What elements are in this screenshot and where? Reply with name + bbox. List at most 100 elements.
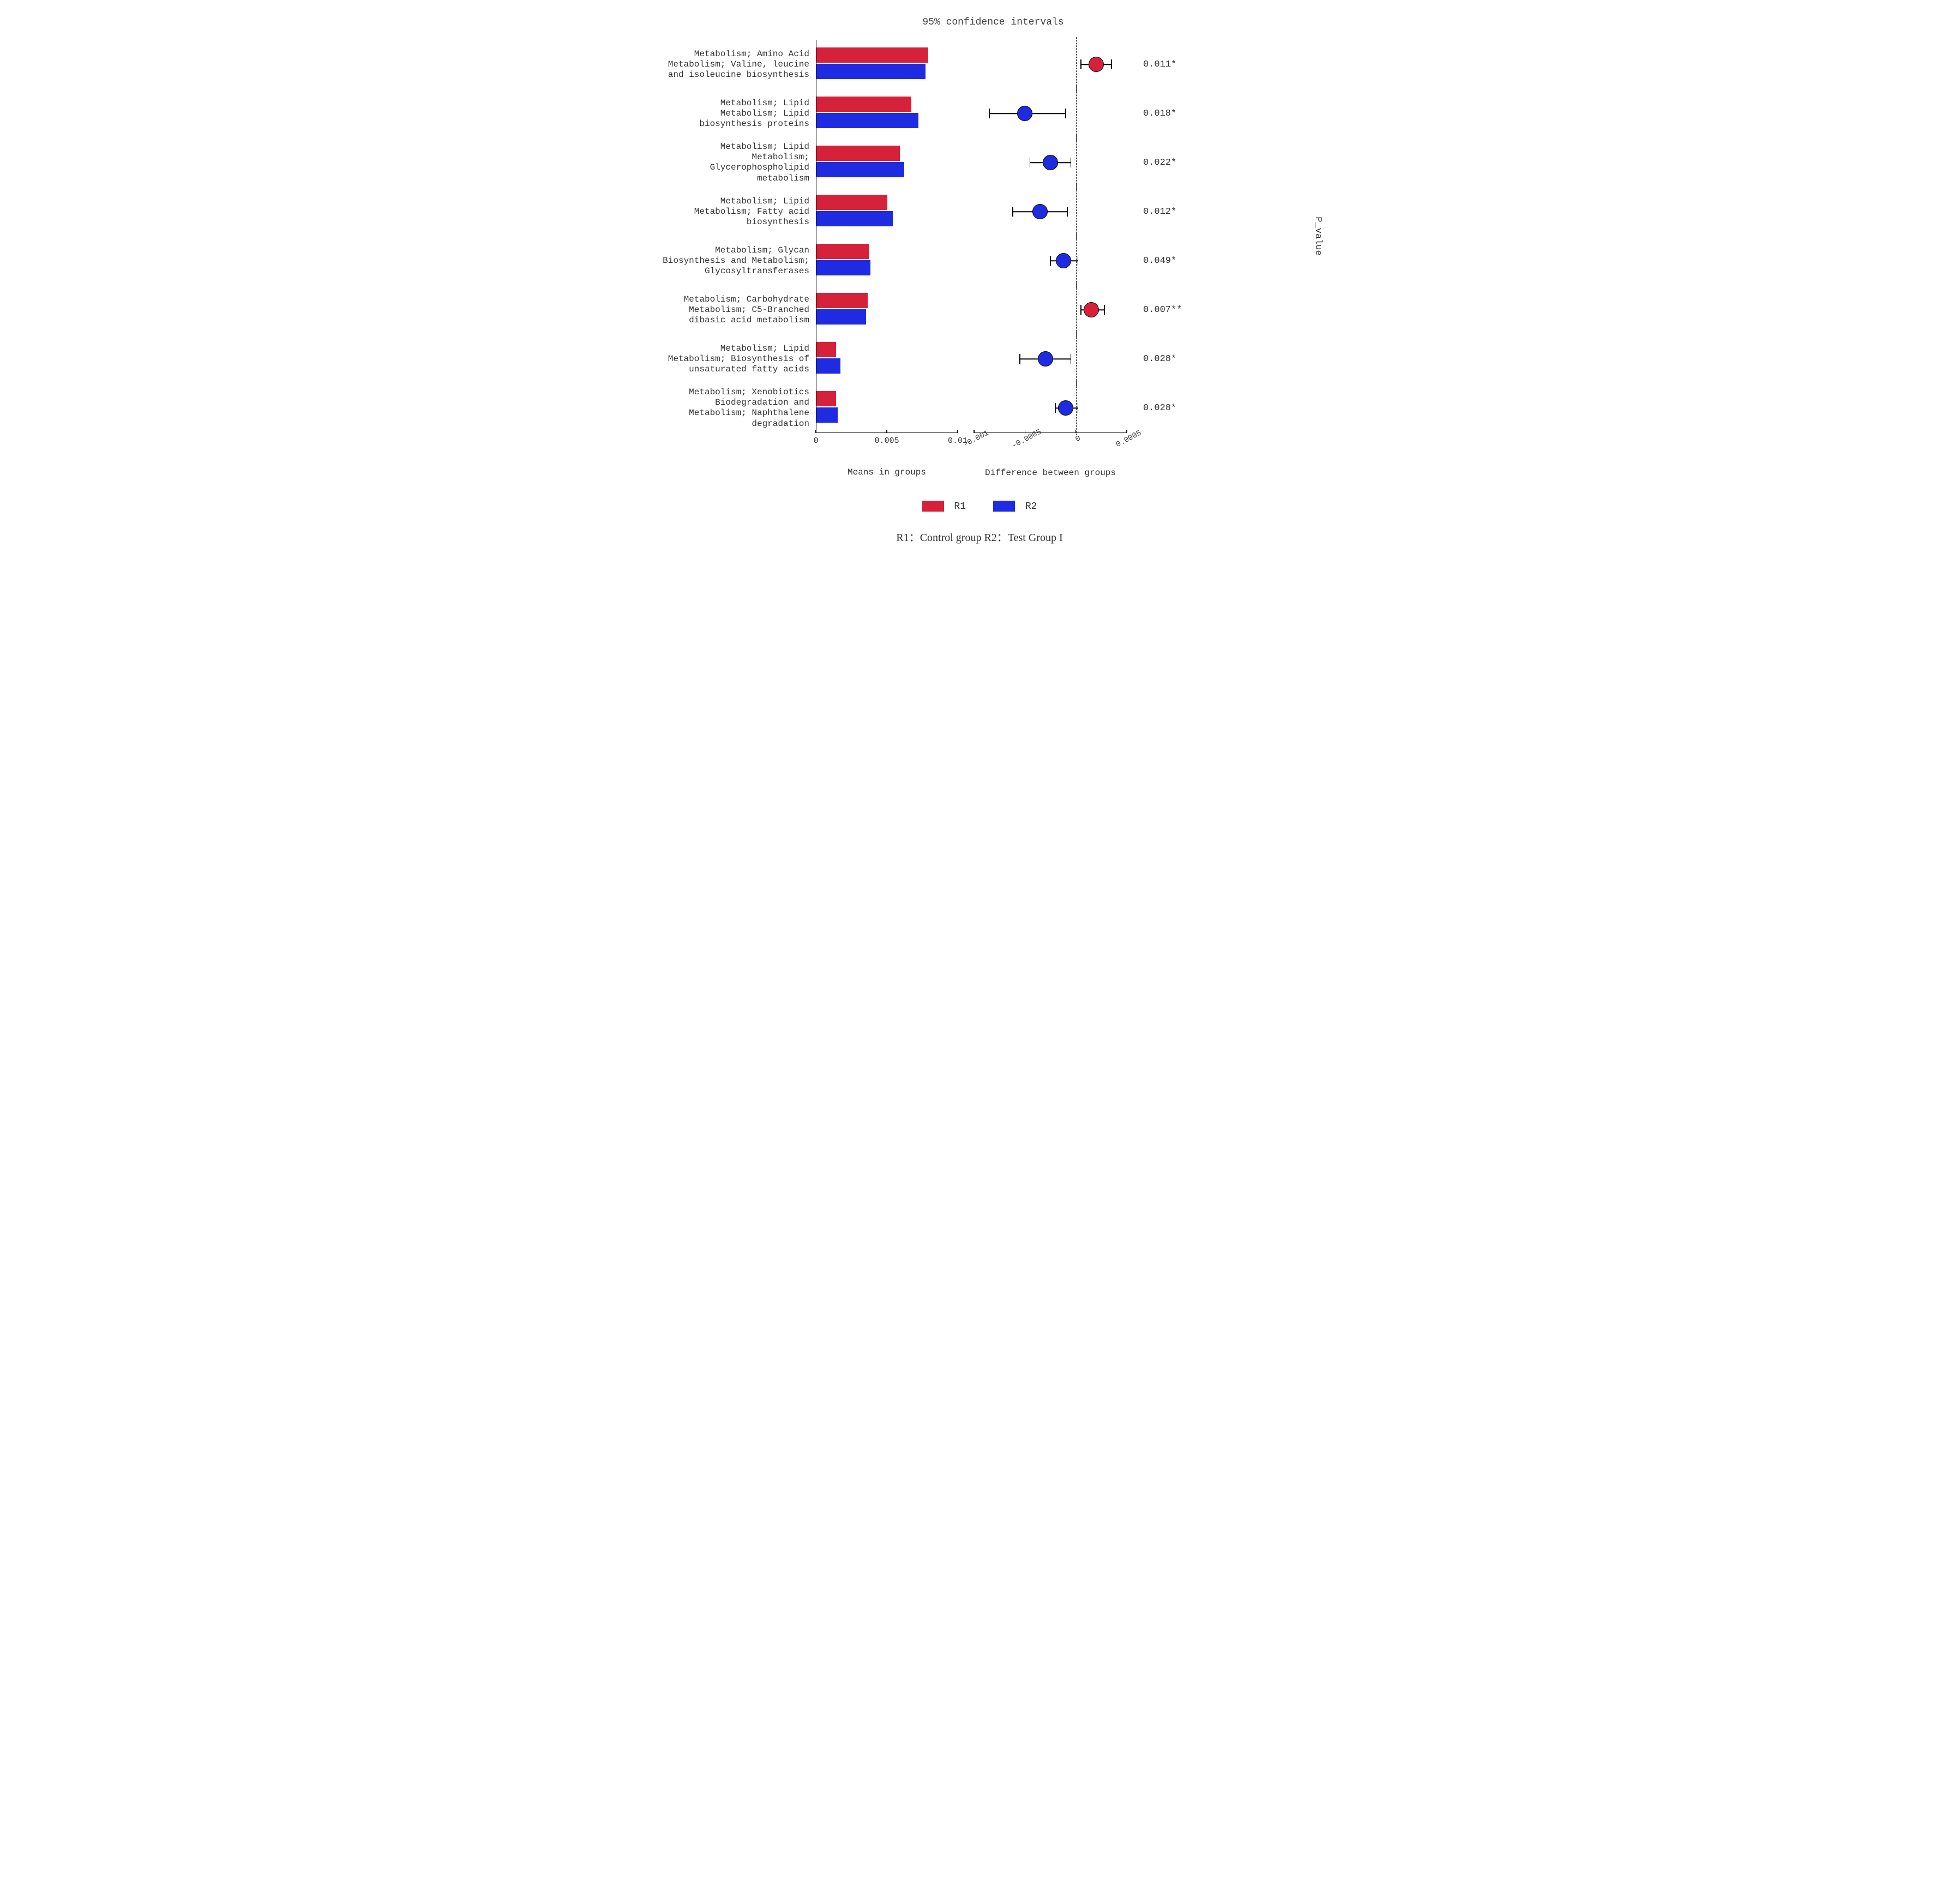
p-value: 0.022* bbox=[1127, 158, 1203, 168]
data-row: Metabolism; Lipid Metabolism; Lipid bios… bbox=[652, 89, 1307, 138]
bars-tick bbox=[886, 430, 887, 433]
bars-cell bbox=[816, 89, 958, 138]
error-cap bbox=[1019, 354, 1020, 364]
ci-cell bbox=[974, 40, 1127, 89]
row-label: Metabolism; Lipid Metabolism; Fatty acid… bbox=[652, 196, 816, 228]
ci-dot bbox=[1056, 253, 1071, 268]
zero-line bbox=[1076, 135, 1077, 190]
bar-r2 bbox=[816, 407, 838, 423]
p-value: 0.049* bbox=[1127, 256, 1203, 266]
error-cap bbox=[1071, 158, 1072, 167]
ci-tick-label: 0 bbox=[1074, 434, 1082, 444]
bars-cell bbox=[816, 236, 958, 285]
p-value: 0.011* bbox=[1127, 59, 1203, 70]
data-row: Metabolism; Lipid Metabolism; Biosynthes… bbox=[652, 334, 1307, 383]
ci-dot bbox=[1017, 106, 1032, 121]
error-cap bbox=[1067, 207, 1068, 217]
bars-cell bbox=[816, 334, 958, 383]
zero-line bbox=[1076, 184, 1077, 239]
legend-r2: R2 bbox=[993, 501, 1037, 512]
zero-line bbox=[1076, 283, 1077, 337]
bar-r1 bbox=[816, 342, 836, 357]
bar-r2 bbox=[816, 358, 840, 374]
data-row: Metabolism; Amino Acid Metabolism; Valin… bbox=[652, 40, 1307, 89]
bars-cell bbox=[816, 40, 958, 89]
error-cap bbox=[1012, 207, 1013, 217]
bars-tick bbox=[815, 430, 816, 433]
error-cap bbox=[1055, 403, 1056, 413]
zero-line bbox=[1076, 86, 1077, 141]
row-label: Metabolism; Lipid Metabolism; Lipid bios… bbox=[652, 98, 816, 130]
caption: R1：Control group R2：Test Group I bbox=[652, 528, 1307, 544]
ci-header: 95% confidence intervals bbox=[898, 16, 1089, 29]
data-row: Metabolism; Carbohydrate Metabolism; C5-… bbox=[652, 285, 1307, 334]
rows-container: Metabolism; Amino Acid Metabolism; Valin… bbox=[652, 40, 1307, 433]
ci-cell bbox=[974, 334, 1127, 383]
ci-dot bbox=[1032, 204, 1048, 219]
bar-r1 bbox=[816, 293, 868, 308]
ci-cell bbox=[974, 187, 1127, 236]
ci-tick bbox=[1025, 430, 1026, 433]
row-label: Metabolism; Lipid Metabolism; Glyceropho… bbox=[652, 142, 816, 184]
axis-row: 00.0050.01 -0.001-0.000500.0005 bbox=[652, 433, 1307, 465]
bars-cell bbox=[816, 187, 958, 236]
error-cap bbox=[1104, 305, 1105, 315]
ci-dot bbox=[1058, 400, 1073, 416]
bars-tick-label: 0.005 bbox=[874, 436, 899, 446]
row-label: Metabolism; Amino Acid Metabolism; Valin… bbox=[652, 49, 816, 81]
ci-cell bbox=[974, 138, 1127, 187]
axis-labels: Means in groups Difference between group… bbox=[652, 465, 1307, 479]
legend: R1 R2 bbox=[652, 501, 1307, 512]
error-cap bbox=[989, 109, 990, 118]
ci-dot bbox=[1043, 155, 1058, 170]
ci-cell bbox=[974, 383, 1127, 433]
rows-wrap: Metabolism; Amino Acid Metabolism; Valin… bbox=[652, 40, 1307, 433]
ci-cell bbox=[974, 236, 1127, 285]
bars-cell bbox=[816, 285, 958, 334]
data-row: Metabolism; Lipid Metabolism; Fatty acid… bbox=[652, 187, 1307, 236]
p-value: 0.018* bbox=[1127, 109, 1203, 119]
error-cap bbox=[1078, 256, 1079, 266]
bar-r2 bbox=[816, 64, 926, 79]
ci-tick bbox=[1126, 430, 1127, 433]
bar-r1 bbox=[816, 244, 869, 259]
bar-r1 bbox=[816, 195, 887, 210]
data-row: Metabolism; Glycan Biosynthesis and Meta… bbox=[652, 236, 1307, 285]
p-value: 0.007** bbox=[1127, 305, 1203, 315]
error-cap bbox=[1111, 59, 1112, 69]
ci-tick bbox=[974, 430, 975, 433]
error-cap bbox=[1080, 305, 1081, 315]
error-cap bbox=[1030, 158, 1031, 167]
p-value: 0.028* bbox=[1127, 354, 1203, 364]
ci-axis-label: Difference between groups bbox=[974, 467, 1127, 479]
legend-r2-label: R2 bbox=[1025, 501, 1037, 512]
bars-tick bbox=[957, 430, 958, 433]
ci-axis: -0.001-0.000500.0005 bbox=[974, 433, 1127, 465]
ci-dot bbox=[1038, 351, 1053, 367]
error-cap bbox=[1071, 354, 1072, 364]
bars-tick-label: 0 bbox=[813, 436, 818, 446]
p-value: 0.028* bbox=[1127, 403, 1203, 413]
error-cap bbox=[1080, 59, 1081, 69]
bar-r1 bbox=[816, 97, 911, 112]
swatch-r2 bbox=[993, 501, 1015, 512]
swatch-r1 bbox=[922, 501, 944, 512]
data-row: Metabolism; Lipid Metabolism; Glyceropho… bbox=[652, 138, 1307, 187]
bar-r2 bbox=[816, 113, 918, 128]
bar-r2 bbox=[816, 309, 866, 325]
bar-r2 bbox=[816, 211, 893, 226]
bars-axis: 00.0050.01 bbox=[816, 433, 958, 465]
ci-dot bbox=[1089, 57, 1104, 72]
bar-r1 bbox=[816, 47, 928, 63]
error-cap bbox=[1078, 403, 1079, 413]
zero-line bbox=[1076, 332, 1077, 386]
error-cap bbox=[1065, 109, 1066, 118]
row-label: Metabolism; Xenobiotics Biodegradation a… bbox=[652, 387, 816, 429]
row-label: Metabolism; Glycan Biosynthesis and Meta… bbox=[652, 245, 816, 277]
legend-r1-label: R1 bbox=[954, 501, 966, 512]
figure: 95% confidence intervals Metabolism; Ami… bbox=[652, 16, 1307, 544]
ci-tick bbox=[1075, 430, 1077, 433]
row-label: Metabolism; Lipid Metabolism; Biosynthes… bbox=[652, 344, 816, 375]
bars-cell bbox=[816, 383, 958, 433]
pvalue-axis-label: P_value bbox=[1313, 217, 1323, 256]
